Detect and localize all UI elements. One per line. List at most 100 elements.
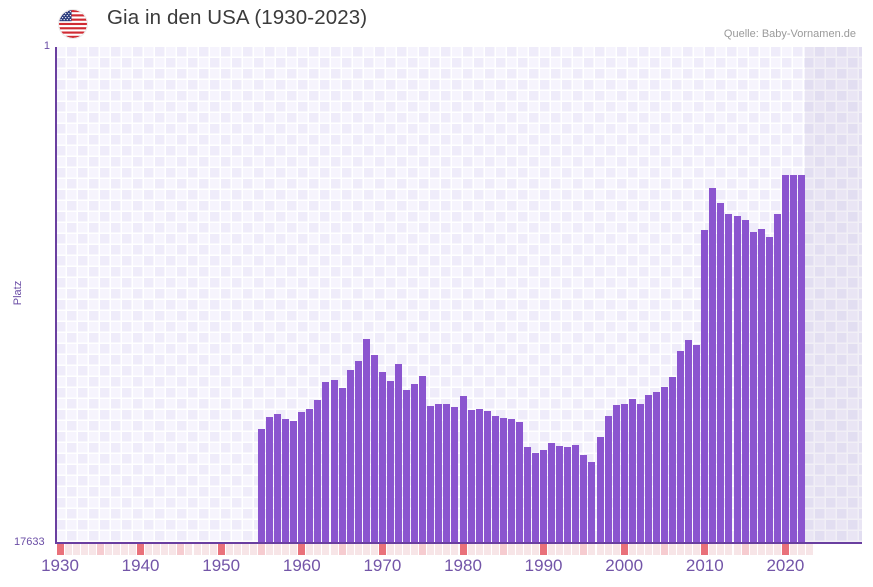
- bar-1997[interactable]: [596, 437, 604, 543]
- bar-2000[interactable]: [620, 404, 628, 543]
- bar-1985[interactable]: [499, 418, 507, 543]
- bar-1998[interactable]: [604, 416, 612, 543]
- bar-1959[interactable]: [290, 421, 298, 543]
- bar-1995[interactable]: [580, 455, 588, 543]
- bar-1992[interactable]: [556, 446, 564, 543]
- bar-1977[interactable]: [435, 404, 443, 543]
- x-tick-label-1990: 1990: [524, 556, 563, 575]
- x-tick-mark-1935: [96, 544, 104, 555]
- bar-1978[interactable]: [443, 404, 451, 543]
- plot-area: [56, 47, 862, 543]
- bar-2015[interactable]: [741, 220, 749, 543]
- x-tick-label-1960: 1960: [282, 556, 321, 575]
- x-tick-mark-1964: [330, 544, 338, 555]
- bar-1960[interactable]: [298, 412, 306, 543]
- x-tick-mark-1952: [233, 544, 241, 555]
- bar-1996[interactable]: [588, 462, 596, 543]
- bar-2011[interactable]: [709, 188, 717, 543]
- bar-1972[interactable]: [395, 364, 403, 543]
- bar-2006[interactable]: [669, 377, 677, 543]
- x-tick-mark-1934: [88, 544, 96, 555]
- bar-2022[interactable]: [798, 175, 806, 543]
- x-tick-mark-1958: [282, 544, 290, 555]
- bar-1962[interactable]: [314, 400, 322, 543]
- bar-2014[interactable]: [733, 216, 741, 543]
- x-tick-mark-2004: [652, 544, 660, 555]
- x-tick-mark-2012: [717, 544, 725, 555]
- x-tick-mark-1941: [145, 544, 153, 555]
- bar-2002[interactable]: [636, 404, 644, 543]
- bar-1956[interactable]: [266, 417, 274, 543]
- x-tick-label-2000: 2000: [605, 556, 644, 575]
- bar-1973[interactable]: [403, 390, 411, 543]
- x-tick-mark-1967: [354, 544, 362, 555]
- x-tick-label-1930: 1930: [41, 556, 79, 575]
- bar-1958[interactable]: [282, 419, 290, 543]
- bar-1982[interactable]: [475, 409, 483, 543]
- bar-1975[interactable]: [419, 376, 427, 543]
- bar-2021[interactable]: [789, 175, 797, 543]
- bar-1966[interactable]: [346, 370, 354, 543]
- bar-1988[interactable]: [523, 447, 531, 543]
- y-axis-line: [55, 47, 57, 544]
- bar-1989[interactable]: [532, 453, 540, 543]
- bar-2012[interactable]: [717, 203, 725, 543]
- bar-1963[interactable]: [322, 382, 330, 543]
- x-tick-mark-1969: [370, 544, 378, 555]
- bar-1957[interactable]: [274, 414, 282, 543]
- bar-1980[interactable]: [459, 396, 467, 543]
- bar-1979[interactable]: [451, 407, 459, 543]
- bar-2003[interactable]: [644, 395, 652, 543]
- bar-2008[interactable]: [685, 340, 693, 543]
- bar-1991[interactable]: [548, 443, 556, 543]
- x-tick-mark-1957: [274, 544, 282, 555]
- bar-1981[interactable]: [467, 410, 475, 543]
- bar-2020[interactable]: [781, 175, 789, 543]
- bar-1986[interactable]: [507, 419, 515, 543]
- bar-1971[interactable]: [386, 381, 394, 543]
- x-tick-mark-1996: [588, 544, 596, 555]
- bar-2007[interactable]: [677, 351, 685, 543]
- bar-1968[interactable]: [362, 339, 370, 543]
- chart-title: Gia in den USA (1930-2023): [107, 6, 368, 29]
- x-tick-mark-2020: [781, 544, 789, 555]
- bar-1967[interactable]: [354, 361, 362, 543]
- bar-1969[interactable]: [370, 355, 378, 543]
- bar-2017[interactable]: [757, 229, 765, 543]
- x-tick-label-2020: 2020: [766, 556, 805, 575]
- x-tick-mark-1960: [298, 544, 306, 555]
- x-tick-mark-1999: [612, 544, 620, 555]
- bar-2005[interactable]: [661, 387, 668, 543]
- bar-1993[interactable]: [564, 447, 572, 543]
- bar-1994[interactable]: [572, 445, 580, 543]
- bar-1964[interactable]: [330, 380, 338, 543]
- bar-2018[interactable]: [765, 237, 773, 543]
- bar-2016[interactable]: [749, 232, 757, 543]
- bar-1970[interactable]: [378, 372, 386, 543]
- bar-2013[interactable]: [725, 214, 733, 543]
- bar-2004[interactable]: [652, 392, 660, 543]
- bar-1984[interactable]: [491, 416, 499, 543]
- bar-1965[interactable]: [338, 388, 346, 543]
- bar-1987[interactable]: [515, 422, 523, 543]
- x-tick-mark-1970: [378, 544, 386, 555]
- us-flag-icon: [59, 10, 87, 38]
- bar-1961[interactable]: [306, 409, 314, 543]
- bar-1983[interactable]: [483, 411, 491, 543]
- bar-2019[interactable]: [773, 214, 781, 543]
- x-tick-mark-1982: [475, 544, 483, 555]
- x-tick-mark-1943: [161, 544, 169, 555]
- bar-2010[interactable]: [701, 230, 709, 543]
- bar-1990[interactable]: [540, 450, 548, 543]
- bar-2009[interactable]: [693, 345, 701, 543]
- bar-1999[interactable]: [612, 405, 620, 543]
- bar-1955[interactable]: [258, 429, 265, 543]
- bar-1976[interactable]: [427, 406, 435, 543]
- x-tick-label-1950: 1950: [202, 556, 241, 575]
- x-tick-mark-1968: [362, 544, 370, 555]
- x-tick-mark-1955: [258, 544, 265, 555]
- x-tick-mark-1980: [459, 544, 467, 555]
- x-tick-mark-1984: [491, 544, 499, 555]
- bar-1974[interactable]: [411, 384, 419, 543]
- bar-2001[interactable]: [628, 399, 636, 543]
